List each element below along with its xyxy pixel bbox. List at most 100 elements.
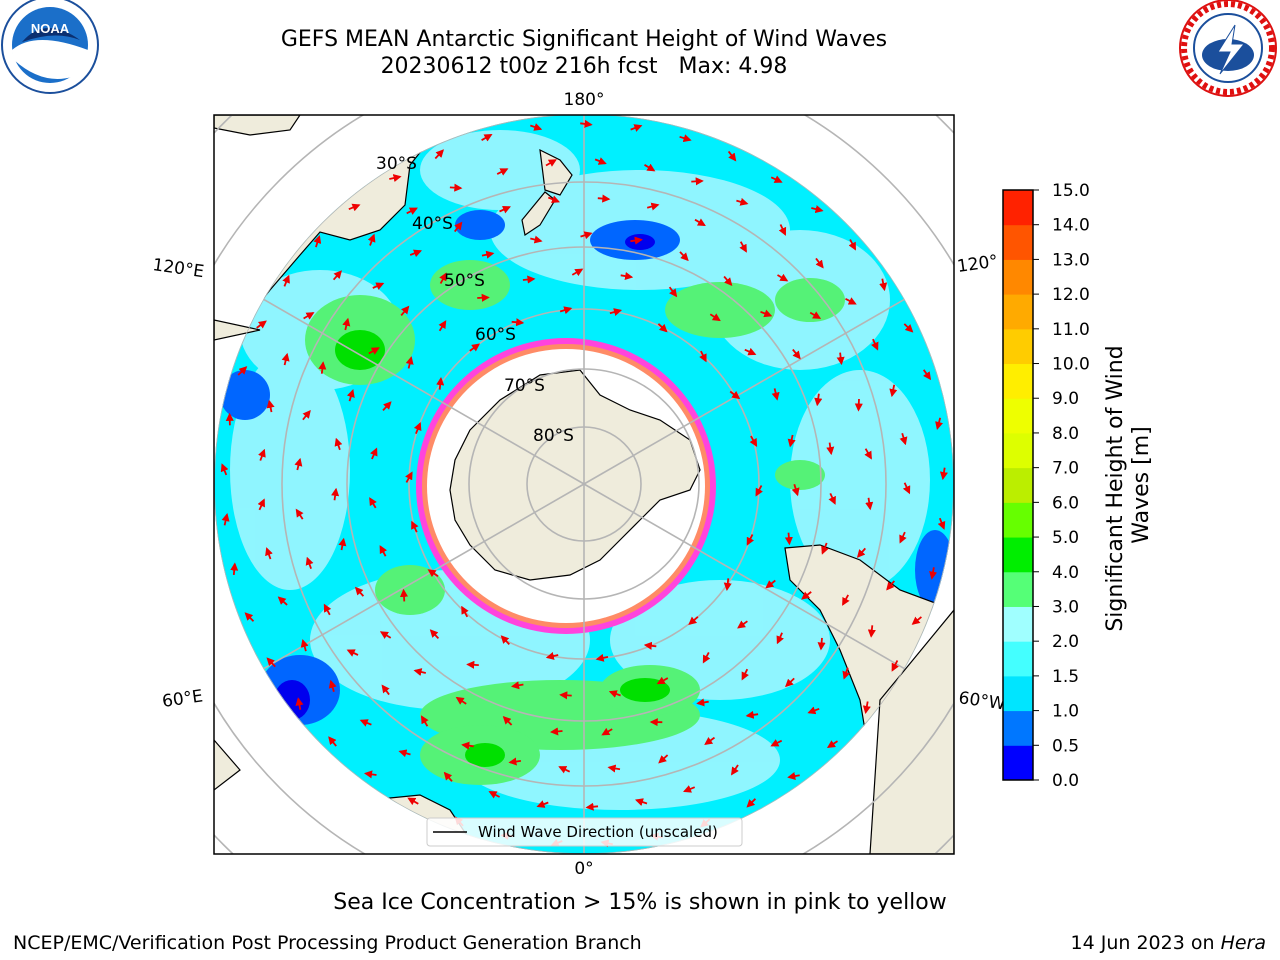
noaa-logo: NOAA <box>1 0 99 94</box>
wind-wave-arrow <box>302 409 311 421</box>
wind-wave-arrow <box>656 676 669 685</box>
wind-wave-arrow <box>765 579 776 589</box>
wind-wave-arrow <box>899 432 908 446</box>
wind-wave-arrow <box>620 272 634 281</box>
wind-wave-arrow <box>342 317 351 331</box>
wind-wave-arrow <box>668 286 678 298</box>
wind-wave-arrow <box>723 275 733 287</box>
wind-wave-arrow <box>871 338 879 351</box>
colorbar-segment <box>1003 467 1033 503</box>
wind-wave-arrow <box>746 798 757 808</box>
wind-wave-arrow <box>903 323 914 333</box>
wind-wave-arrow <box>256 320 267 329</box>
wind-wave-arrow <box>502 715 513 726</box>
lat-label-80s: 80°S <box>533 426 574 446</box>
wind-wave-arrow <box>313 235 322 248</box>
lon-label-60e: 60°E <box>161 686 204 711</box>
wind-wave-arrow <box>891 660 899 672</box>
wind-wave-arrow <box>439 272 447 284</box>
wind-wave-arrow <box>696 698 709 707</box>
wind-wave-arrow <box>741 668 749 681</box>
wind-wave-arrow <box>771 388 780 401</box>
wind-wave-arrow <box>265 547 273 560</box>
colorbar-tick-label: 1.0 <box>1052 702 1079 722</box>
colorbar-tick-label: 5.0 <box>1052 528 1079 548</box>
wind-wave-arrow <box>382 401 392 412</box>
wind-wave-arrow <box>848 239 856 251</box>
wind-wave-arrow <box>511 681 524 690</box>
wind-wave-arrow <box>221 513 230 526</box>
wind-wave-arrow <box>937 517 946 530</box>
wind-wave-arrow <box>434 149 445 160</box>
wind-wave-arrow <box>749 435 758 448</box>
colorbar-tick-label: 10.0 <box>1052 355 1090 375</box>
wind-wave-arrow <box>723 578 732 592</box>
wind-wave-arrow <box>469 343 481 352</box>
wind-wave-arrow <box>657 323 668 333</box>
colorbar-segment <box>1003 710 1033 746</box>
lon-label-120e: 120°E <box>151 255 205 282</box>
wind-wave-arrow <box>427 569 439 578</box>
colorbar-segment <box>1003 294 1033 330</box>
wind-wave-arrow <box>453 221 463 233</box>
wind-wave-arrow <box>886 580 895 591</box>
colorbar-tick-label: 6.0 <box>1052 493 1079 513</box>
nws-logo <box>1179 0 1277 97</box>
colorbar-segment <box>1003 675 1033 712</box>
wind-wave-arrow <box>413 422 422 435</box>
wind-wave-arrow <box>332 270 342 281</box>
wind-wave-arrow <box>845 297 857 305</box>
wind-wave-arrow <box>411 520 419 533</box>
colorbar-tick-label: 9.0 <box>1052 389 1079 409</box>
wind-wave-arrow <box>607 764 621 773</box>
wind-wave-arrow <box>481 133 493 142</box>
wind-wave-arrow <box>702 651 711 664</box>
wind-wave-arrow <box>369 497 377 509</box>
wind-wave-arrow <box>282 274 290 287</box>
wind-wave-arrow <box>549 727 563 736</box>
wind-wave-arrow <box>821 542 829 555</box>
wind-wave-arrow <box>817 637 826 651</box>
wind-wave-arrow <box>862 701 871 714</box>
wind-wave-arrow <box>939 467 948 481</box>
wind-wave-arrow <box>334 437 343 451</box>
colorbar-segment <box>1003 432 1033 469</box>
wind-wave-arrow <box>634 798 648 806</box>
wind-wave-arrow <box>461 741 474 750</box>
wind-wave-arrow <box>745 710 759 719</box>
wind-wave-arrow <box>368 347 380 355</box>
colorbar-tick-label: 7.0 <box>1052 459 1079 479</box>
wind-wave-arrow <box>277 596 288 606</box>
colorbar-tick-label: 1.5 <box>1052 667 1079 687</box>
wind-wave-arrow <box>709 313 721 322</box>
wind-wave-arrow <box>744 347 757 356</box>
wind-wave-arrow <box>770 175 783 183</box>
wind-wave-arrow <box>389 174 402 183</box>
colorbar-segment <box>1003 641 1033 677</box>
colorbar-segment <box>1003 363 1033 399</box>
wind-wave-arrow <box>266 399 275 413</box>
wind-wave-arrow <box>815 257 824 269</box>
colorbar-segment <box>1003 398 1033 434</box>
wind-wave-arrow <box>413 668 426 676</box>
wind-wave-arrow <box>370 447 378 460</box>
colorbar-tick-label: 15.0 <box>1052 181 1090 201</box>
wind-wave-arrow <box>363 770 377 779</box>
colorbar-tick-label: 4.0 <box>1052 563 1079 583</box>
wind-wave-arrow <box>630 236 643 245</box>
wind-wave-arrow <box>300 638 309 652</box>
wind-wave-arrow <box>658 754 669 764</box>
wind-wave-arrow <box>230 562 239 575</box>
latitude-labels: 30°S 40°S 50°S 60°S 70°S 80°S <box>376 154 574 446</box>
wind-wave-arrow <box>746 534 755 546</box>
colorbar-segment <box>1003 537 1033 573</box>
lat-label-50s: 50°S <box>444 271 485 291</box>
map-frame <box>213 114 955 855</box>
wind-wave-arrow <box>737 620 748 629</box>
wind-wave-arrow <box>777 273 789 282</box>
wind-wave-arrow <box>911 616 922 625</box>
wind-wave-arrow <box>760 309 773 318</box>
wind-wave-arrow <box>865 497 874 511</box>
wind-wave-arrow <box>630 124 643 132</box>
